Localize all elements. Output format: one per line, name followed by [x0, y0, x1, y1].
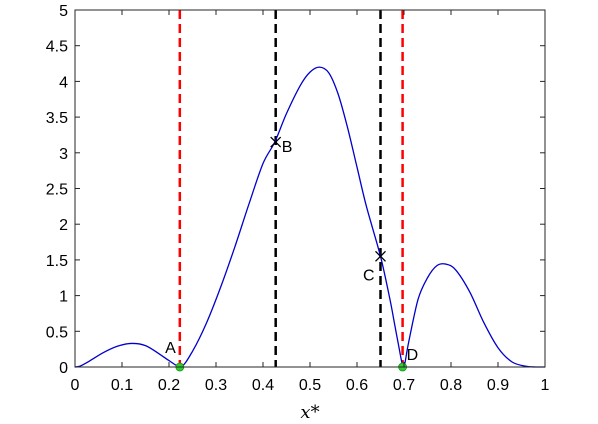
- y-tick-label: 3: [59, 146, 68, 163]
- y-tick-label: 1: [59, 289, 68, 306]
- axes-group: 0 0.1 0.2 0.3 0.4 0.5 0.6 0.7 0.8 0.9 1 0 0.5 1 1.5 2 2.…: [46, 3, 550, 394]
- marker-label-b: B: [282, 139, 293, 156]
- x-axis-label: x*: [300, 402, 319, 423]
- x-tick-label: 0.9: [487, 377, 509, 394]
- x-tick-label: 0.7: [393, 377, 415, 394]
- y-tick-label: 3.5: [46, 110, 68, 127]
- plot-frame: [74, 9, 546, 368]
- marker-label-c: C: [363, 267, 375, 284]
- y-tick-label: 0: [59, 360, 68, 377]
- x-tick-label: 0.5: [299, 377, 321, 394]
- series-group: [74, 66, 545, 368]
- y-tick-label: 2.5: [46, 182, 68, 199]
- y-tick-label: 1.5: [46, 253, 68, 270]
- y-tick-label: 4: [59, 74, 68, 91]
- x-tick-label: 1: [541, 377, 550, 394]
- x-tick-label: 0.6: [346, 377, 368, 394]
- x-tick-label: 0.3: [205, 377, 227, 394]
- x-tick-label: 0: [71, 377, 80, 394]
- y-tick-label: 4.5: [46, 39, 68, 56]
- marker-b: [270, 136, 282, 148]
- y-tick-label: 2: [59, 217, 68, 234]
- x-tick-label: 0.8: [440, 377, 462, 394]
- y-tick-label: 0.5: [46, 324, 68, 341]
- x-tick-label: 0.4: [252, 377, 274, 394]
- marker-label-d: D: [407, 347, 419, 364]
- x-tick-label: 0.1: [111, 377, 133, 394]
- vertical-lines-group: [178, 10, 404, 367]
- x-tick-label: 0.2: [158, 377, 180, 394]
- series-line-0: [74, 66, 545, 368]
- marker-c: [375, 250, 386, 262]
- y-tick-label: 5: [59, 3, 68, 20]
- marker-label-a: A: [165, 340, 176, 357]
